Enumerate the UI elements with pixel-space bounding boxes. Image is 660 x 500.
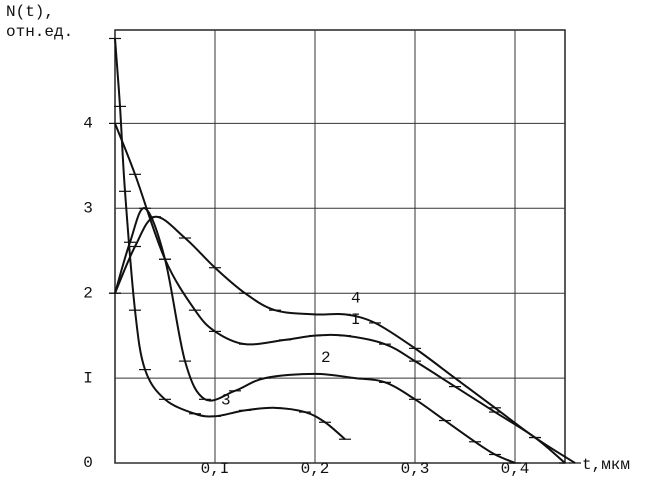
x-tick-label: 0,4 — [501, 460, 530, 478]
curve — [114, 215, 576, 464]
curve-label: 4 — [351, 290, 361, 308]
curve-label: I — [351, 311, 361, 329]
curve — [114, 38, 346, 440]
x-axis-label: t,мкм — [582, 456, 630, 474]
plot-frame — [114, 29, 566, 464]
y-tick-label: 4 — [83, 115, 93, 133]
curve-label: 2 — [321, 349, 331, 367]
curve — [114, 207, 516, 464]
y-axis-label: отн.ед. — [6, 23, 73, 41]
x-tick-label: 0,2 — [301, 460, 330, 478]
y-tick-label: I — [83, 369, 93, 387]
y-axis-label: N(t), — [6, 3, 54, 21]
y-tick-label: 3 — [83, 200, 93, 218]
y-tick-label: 0 — [83, 454, 93, 472]
x-tick-label: 0,I — [201, 460, 230, 478]
curve-label: 3 — [221, 392, 231, 410]
x-tick-label: 0,3 — [401, 460, 430, 478]
y-tick-label: 2 — [83, 284, 93, 302]
